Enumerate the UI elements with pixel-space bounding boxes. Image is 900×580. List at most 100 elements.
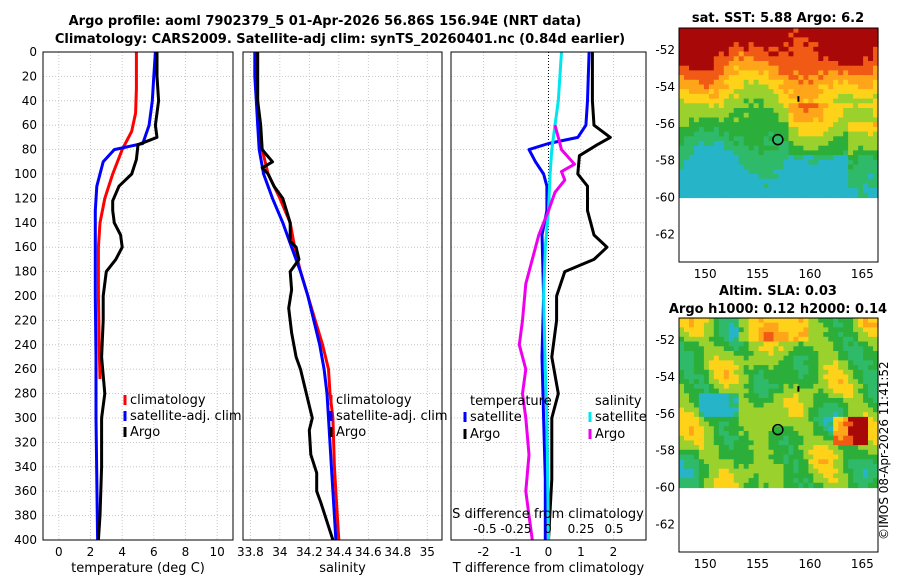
map-cell (833, 145, 839, 151)
map-cell (818, 145, 824, 151)
map-cell (808, 108, 814, 114)
map-cell (698, 454, 705, 460)
map-cell (858, 355, 864, 361)
map-cell (728, 169, 735, 175)
map-cell (703, 464, 710, 470)
map-cell (803, 435, 809, 441)
map-cell (693, 141, 700, 147)
map-cell (808, 398, 814, 404)
map-cell (679, 159, 685, 166)
map-cell (838, 346, 844, 352)
map-cell (788, 112, 795, 119)
map-cell (823, 468, 829, 474)
map-cell (713, 435, 720, 441)
map-cell (833, 84, 839, 90)
map-cell (853, 174, 859, 180)
map-cell (679, 459, 685, 465)
map-cell (868, 365, 874, 371)
map-cell (689, 84, 695, 90)
map-cell (793, 322, 799, 328)
map-cell (763, 112, 770, 119)
map-cell (778, 416, 785, 423)
map-cell (733, 112, 740, 119)
map-cell (778, 117, 785, 123)
map-cell (873, 360, 879, 366)
map-cell (853, 454, 859, 460)
map-cell (858, 117, 864, 123)
map-cell (773, 355, 780, 361)
map-cell (838, 341, 844, 347)
map-cell (828, 169, 834, 175)
map-cell (838, 449, 844, 456)
map-cell (818, 131, 824, 137)
map-cell (808, 468, 814, 474)
map-cell (689, 360, 695, 366)
map-cell (823, 150, 829, 156)
map-cell (738, 84, 745, 90)
map-cell (728, 192, 735, 199)
map-cell (753, 37, 760, 43)
map-cell (728, 464, 735, 470)
map-cell (768, 112, 775, 119)
map-cell (743, 431, 750, 437)
map-cell (718, 322, 725, 328)
map-cell (698, 75, 705, 81)
map-cell (698, 56, 705, 62)
map-cell (868, 369, 874, 376)
map-cell (798, 327, 804, 333)
map-cell (743, 365, 750, 371)
map-cell (793, 79, 799, 86)
map-cell (758, 61, 765, 67)
map-cell (828, 416, 834, 423)
map-cell (698, 445, 705, 451)
map-cell (863, 131, 869, 137)
map-cell (818, 65, 824, 71)
map-cell (753, 421, 760, 427)
map-cell (763, 32, 770, 38)
map-cell (853, 126, 859, 133)
map-cell (743, 341, 750, 347)
map-cell (713, 454, 720, 460)
map-cell (858, 426, 864, 432)
map-cell (768, 459, 775, 465)
map-cell (828, 421, 834, 427)
map-cell (818, 56, 824, 62)
map-cell (773, 61, 780, 67)
legend-title-temperature: temperature (470, 394, 552, 409)
map-cell (833, 449, 839, 456)
map-cell (684, 61, 690, 67)
map-cell (718, 89, 725, 95)
map-cell (689, 131, 695, 137)
map-cell (823, 112, 829, 119)
map-cell (803, 379, 809, 385)
map-cell (693, 341, 700, 347)
map-cell (838, 388, 844, 394)
map-cell (808, 412, 814, 418)
map-cell (763, 355, 770, 361)
map-cell (833, 169, 839, 175)
map-cell (843, 416, 849, 423)
map-cell (828, 407, 834, 413)
map-cell (783, 431, 790, 437)
map-cell (793, 126, 799, 133)
map-cell (873, 122, 879, 128)
sst_map-panel (678, 27, 879, 263)
map-cell (733, 478, 740, 484)
map-cell (748, 28, 755, 34)
map-cell (778, 322, 785, 328)
map-cell (768, 435, 775, 441)
map-cell (679, 56, 685, 62)
map-cell (853, 327, 859, 333)
map-cell (808, 150, 814, 156)
map-cell (828, 336, 834, 343)
map-cell (793, 70, 799, 76)
map-cell (679, 108, 685, 114)
map-cell (708, 318, 715, 324)
map-cell (858, 360, 864, 366)
map-cell (684, 51, 690, 57)
map-cell (873, 169, 879, 175)
map-cell (783, 37, 790, 43)
map-cell (813, 360, 819, 366)
map-cell (863, 416, 869, 423)
map-cell (783, 159, 790, 166)
